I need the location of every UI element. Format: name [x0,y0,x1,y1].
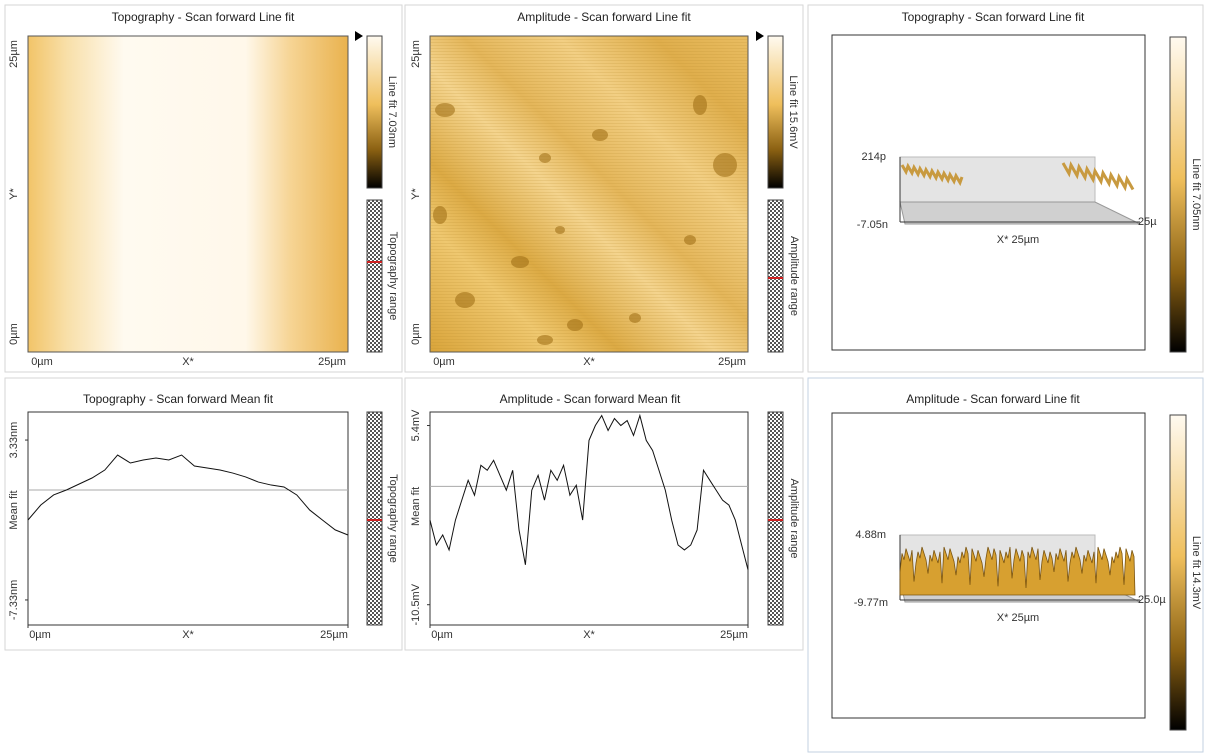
y-axis-label: 25.0µ [1138,594,1166,606]
scan-feature [629,313,641,323]
z-bottom-label: -7.05n [857,219,888,231]
scale-pointer [756,31,764,41]
range-bar [767,411,784,626]
range-bar [366,199,383,353]
profile-line [429,413,749,570]
z-top-label: 4.88m [855,529,886,541]
x-tick-label: 25µm [320,629,348,641]
scan-feature [433,206,447,224]
plot-area [429,411,749,626]
range-label: Topography range [387,232,399,321]
scan-feature [537,335,553,345]
profile-line [27,454,349,536]
z-top-label: 214p [862,151,886,163]
y-label: 25µm [410,40,422,68]
colorbar-label: Line fit 15.6mV [787,75,799,149]
y-label: 25µm [8,40,20,68]
range-label: Amplitude range [788,236,800,316]
scan-feature [555,226,565,234]
scan-feature [693,95,707,115]
scan-feature [511,256,529,268]
colorbar-label: Line fit 7.03nm [386,76,398,148]
panel-title: Topography - Scan forward Line fit [902,10,1085,24]
x-tick-label: 0µm [431,629,453,641]
colorbar [1169,414,1187,731]
scan-feature [539,153,551,163]
x-label: 0µm [31,356,53,368]
back-wall [899,156,1096,203]
range-label: Topography range [387,474,399,563]
y-tick-label: 5.4mV [410,409,422,441]
colorbar-label: Line fit 14.3mV [1190,536,1202,610]
scale-pointer [355,31,363,41]
scan-lines [430,36,748,352]
x-axis-label: X* 25µm [997,234,1039,246]
panel-title: Amplitude - Scan forward Line fit [906,392,1080,406]
range-label: Amplitude range [788,478,800,558]
y-label: 0µm [410,323,422,345]
surface [900,160,1135,192]
y-tick-label: -7.33nm [8,580,20,620]
scan-feature [567,319,583,331]
scan-image [27,35,349,353]
colorbar-label: Line fit 7.05nm [1190,158,1202,230]
x-axis-label: X* 25µm [997,612,1039,624]
range-bar [366,411,383,626]
x-label: X* [583,356,595,368]
z-bottom-label: -9.77m [854,597,888,609]
panel-title: Amplitude - Scan forward Line fit [517,10,691,24]
range-bar [767,199,784,353]
y-axis-label: Mean fit [410,487,422,526]
panel-title: Topography - Scan forward Mean fit [83,392,274,406]
x-label: 25µm [318,356,346,368]
x-axis-label: X* [583,629,595,641]
colorbar [366,35,383,189]
plot-area [27,411,349,626]
x-label: 25µm [718,356,746,368]
x-tick-label: 0µm [29,629,51,641]
scan-feature [713,153,737,177]
scan-feature [592,129,608,141]
scan-feature [455,292,475,308]
x-label: X* [182,356,194,368]
colorbar [767,35,784,189]
scan-feature [684,235,696,245]
panel-title: Amplitude - Scan forward Mean fit [500,392,681,406]
floor [899,201,1141,225]
x-tick-label: 25µm [720,629,748,641]
y-axis-label: 25µ [1138,216,1157,228]
surface [899,546,1136,596]
y-label: Y* [410,187,422,199]
x-label: 0µm [433,356,455,368]
scan-feature [435,103,455,117]
y-label: 0µm [8,323,20,345]
y-tick-label: 3.33nm [8,422,20,459]
x-axis-label: X* [182,629,194,641]
y-label: Y* [8,187,20,199]
panel-title: Topography - Scan forward Line fit [112,10,295,24]
y-axis-label: Mean fit [8,490,20,529]
colorbar [1169,36,1187,353]
y-tick-label: -10.5mV [410,583,422,625]
